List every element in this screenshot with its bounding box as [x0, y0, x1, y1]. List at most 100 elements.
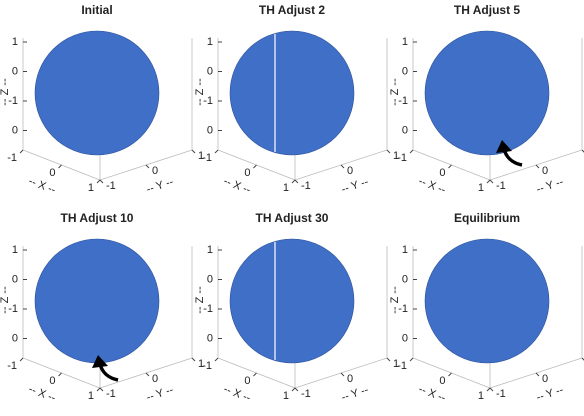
panel-title: Equilibrium: [454, 211, 520, 225]
y-tick: [535, 372, 540, 377]
z-axis-label: -- Z --: [389, 78, 401, 106]
x-tick: [486, 179, 491, 184]
y-tick-label: 0: [347, 165, 353, 177]
y-tick-label: 0: [542, 373, 548, 385]
panel-title: TH Adjust 5: [454, 3, 521, 17]
z-tick-label: 0: [402, 65, 408, 77]
y-tick: [294, 387, 299, 392]
y-tick: [99, 179, 104, 184]
panel-title: TH Adjust 2: [259, 3, 326, 17]
x-tick: [253, 372, 257, 377]
z-axis-label: -- Z --: [389, 286, 401, 314]
y-tick: [99, 387, 104, 392]
sphere: [229, 30, 355, 156]
y-tick-label: 1: [198, 358, 204, 370]
x-tick: [253, 164, 257, 169]
sphere: [34, 238, 160, 364]
z-tick-label: 1: [12, 244, 18, 256]
x-tick: [448, 372, 452, 377]
z-tick-label: 0: [207, 124, 213, 136]
x-tick-label: -1: [202, 360, 212, 372]
y-tick: [191, 357, 196, 362]
x-tick: [19, 149, 24, 154]
x-tick-label: 1: [88, 390, 94, 402]
x-tick-label: -1: [397, 152, 407, 164]
y-axis-label: -- Y --: [145, 176, 175, 196]
y-tick: [145, 372, 150, 377]
z-tick-label: -1: [203, 303, 213, 315]
z-tick-label: 0: [12, 124, 18, 136]
y-tick: [145, 164, 150, 169]
x-tick-label: -1: [7, 360, 17, 372]
y-tick-label: 0: [347, 373, 353, 385]
x-tick: [409, 149, 414, 154]
x-tick: [19, 357, 24, 362]
x-tick: [58, 164, 62, 169]
sphere: [34, 30, 160, 156]
y-tick: [489, 387, 494, 392]
x-tick: [214, 357, 219, 362]
z-tick-label: 0: [12, 332, 18, 344]
x-tick: [96, 179, 101, 184]
x-tick-label: 0: [49, 375, 55, 387]
z-tick-label: 0: [207, 273, 213, 285]
arrow-head: [496, 140, 512, 153]
x-tick: [214, 149, 219, 154]
x-tick-label: -1: [202, 152, 212, 164]
z-tick-label: -1: [203, 95, 213, 107]
z-tick-label: -1: [398, 95, 408, 107]
z-tick-label: -1: [8, 95, 18, 107]
x-tick: [486, 387, 491, 392]
y-axis-label: -- Y --: [535, 176, 565, 196]
x-tick: [58, 372, 62, 377]
y-tick: [340, 164, 345, 169]
z-tick-label: -1: [398, 303, 408, 315]
sphere: [229, 238, 355, 364]
y-tick-label: -1: [301, 180, 311, 192]
z-axis-label: -- Z --: [0, 78, 11, 106]
z-tick-label: 0: [402, 124, 408, 136]
z-axis-label: -- Z --: [0, 286, 11, 314]
z-tick-label: 0: [402, 332, 408, 344]
x-tick-label: 1: [283, 390, 289, 402]
y-tick-label: 0: [152, 373, 158, 385]
y-tick-label: -1: [106, 388, 116, 400]
z-tick-label: 0: [402, 273, 408, 285]
z-tick-label: 1: [12, 36, 18, 48]
x-tick-label: -1: [7, 152, 17, 164]
y-axis-label: -- Y --: [340, 384, 370, 404]
x-tick-label: 0: [439, 167, 445, 179]
z-tick-label: 0: [12, 273, 18, 285]
z-tick-label: 1: [207, 244, 213, 256]
x-tick-label: 0: [244, 167, 250, 179]
z-axis-label: -- Z --: [194, 78, 206, 106]
x-tick: [291, 179, 296, 184]
x-tick: [291, 387, 296, 392]
y-axis-label: -- Y --: [535, 384, 565, 404]
z-tick-label: 0: [12, 65, 18, 77]
z-axis-label: -- Z --: [194, 286, 206, 314]
y-tick: [535, 164, 540, 169]
z-tick-label: 1: [402, 244, 408, 256]
y-tick-label: 1: [393, 150, 399, 162]
panel-title: TH Adjust 30: [256, 211, 329, 225]
panel: TH Adjust 210-10-101 -101-- X -- -- Y ----…: [194, 3, 399, 196]
y-tick-label: 1: [198, 150, 204, 162]
y-tick: [294, 179, 299, 184]
x-tick-label: 0: [49, 167, 55, 179]
y-tick: [489, 179, 494, 184]
arrow-head: [92, 355, 108, 368]
x-tick-label: 1: [478, 182, 484, 194]
y-tick-label: -1: [496, 388, 506, 400]
z-tick-label: -1: [8, 303, 18, 315]
y-axis-label: -- Y --: [145, 384, 175, 404]
z-tick-label: 0: [207, 65, 213, 77]
x-tick-label: 0: [439, 375, 445, 387]
y-tick-label: 0: [152, 165, 158, 177]
y-tick-label: -1: [106, 180, 116, 192]
panel-title: TH Adjust 10: [61, 211, 134, 225]
y-tick-label: -1: [496, 180, 506, 192]
